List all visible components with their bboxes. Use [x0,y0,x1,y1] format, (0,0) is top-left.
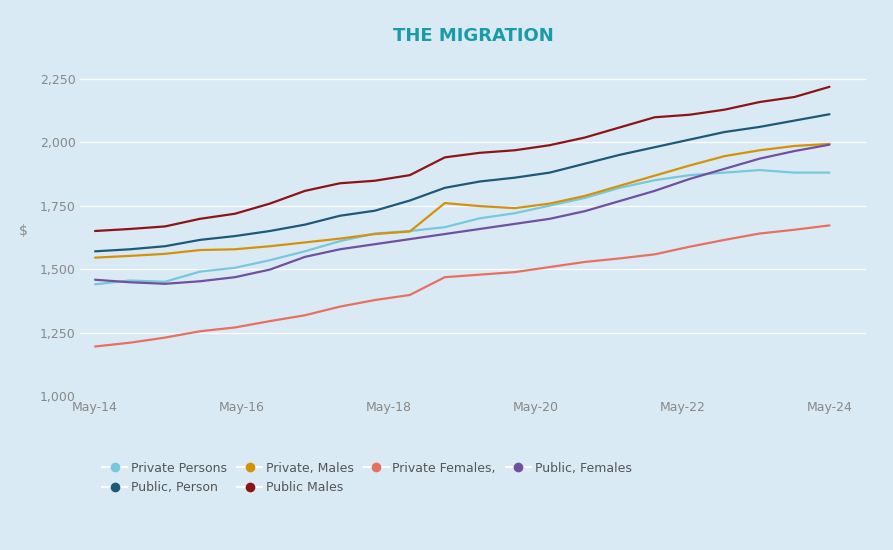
Title: THE MIGRATION: THE MIGRATION [393,27,554,45]
Legend: Private Persons, Public, Person, Private, Males, Public Males, Private Females,,: Private Persons, Public, Person, Private… [103,461,631,494]
Y-axis label: $: $ [19,224,28,238]
